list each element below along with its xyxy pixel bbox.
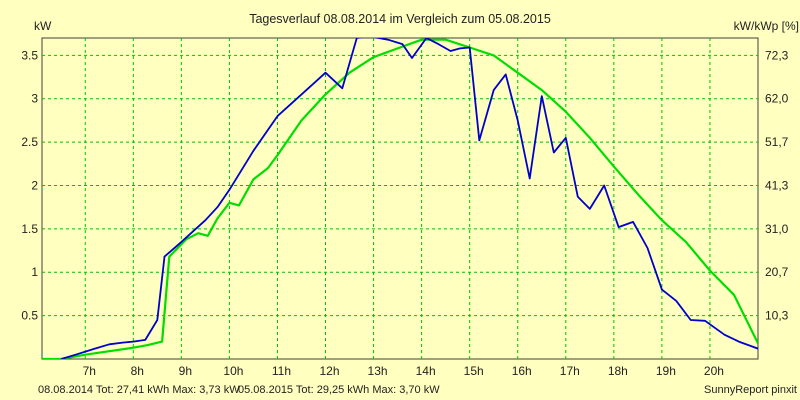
y-axis-left-label: kW — [34, 19, 52, 33]
x-tick-label-20h: 20h — [704, 364, 724, 378]
y-left-tick-label-3: 3 — [31, 92, 38, 106]
x-tick-label-13h: 13h — [368, 364, 388, 378]
x-tick-label-11h: 11h — [272, 364, 291, 378]
footer-series-2014-summary: 08.08.2014 Tot: 27,41 kWh Max: 3,73 kW — [38, 384, 240, 396]
series-line-05-08-2015 — [42, 38, 758, 359]
y-right-tick-label-20,7: 20,7 — [765, 265, 789, 279]
y-left-tick-label-1.5: 1.5 — [21, 222, 38, 236]
series-layer — [42, 38, 758, 359]
x-tick-label-19h: 19h — [656, 364, 676, 378]
y-left-tick-label-3.5: 3.5 — [21, 48, 38, 62]
x-tick-label-12h: 12h — [320, 364, 340, 378]
x-tick-label-16h: 16h — [512, 364, 532, 378]
x-tick-label-8h: 8h — [131, 364, 144, 378]
footer-series-2015-summary: 05.08.2015 Tot: 29,25 kWh Max: 3,70 kW — [238, 384, 440, 396]
tick-labels: 7h 8h 9h 10h 11h 12h 13h 14h 15h 16h 17h 18h 19h 20h 0… — [21, 48, 788, 378]
y-axis-right-label: kW/kWp [%] — [734, 19, 799, 33]
y-right-tick-label-72,3: 72,3 — [765, 48, 789, 62]
plot-frame — [41, 37, 759, 360]
y-right-tick-label-41,3: 41,3 — [765, 178, 789, 192]
x-tick-label-18h: 18h — [608, 364, 628, 378]
y-right-tick-label-51,7: 51,7 — [765, 135, 789, 149]
series-line-08-08-2014 — [60, 38, 758, 359]
y-left-tick-label-2.5: 2.5 — [21, 135, 38, 149]
x-tick-label-10h: 10h — [223, 364, 243, 378]
x-tick-label-7h: 7h — [83, 364, 96, 378]
chart-title: Tagesverlauf 08.08.2014 im Vergleich zum… — [249, 12, 551, 26]
x-tick-label-15h: 15h — [464, 364, 484, 378]
y-left-tick-label-1: 1 — [31, 265, 38, 279]
y-left-tick-label-0.5: 0.5 — [21, 309, 38, 323]
grid-lines — [42, 38, 758, 359]
y-right-tick-label-31,0: 31,0 — [765, 222, 789, 236]
y-right-tick-label-62,0: 62,0 — [765, 92, 789, 106]
y-left-tick-label-2: 2 — [31, 178, 38, 192]
x-tick-label-14h: 14h — [416, 364, 436, 378]
footer-credit: SunnyReport pinxit — [704, 384, 797, 396]
x-tick-label-9h: 9h — [179, 364, 192, 378]
y-right-tick-label-10,3: 10,3 — [765, 309, 789, 323]
x-tick-label-17h: 17h — [560, 364, 580, 378]
